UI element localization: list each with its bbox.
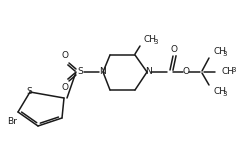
Text: 3: 3 xyxy=(231,67,235,73)
Text: O: O xyxy=(182,67,190,76)
Text: N: N xyxy=(98,67,105,76)
Text: CH: CH xyxy=(222,67,235,76)
Text: CH: CH xyxy=(213,47,226,57)
Text: 3: 3 xyxy=(222,51,226,57)
Text: S: S xyxy=(26,88,32,96)
Text: O: O xyxy=(170,45,177,54)
Text: N: N xyxy=(144,67,152,76)
Text: CH: CH xyxy=(144,36,157,44)
Text: Br: Br xyxy=(7,118,17,126)
Text: 3: 3 xyxy=(153,39,158,45)
Text: O: O xyxy=(62,83,68,92)
Text: 3: 3 xyxy=(222,91,226,97)
Text: S: S xyxy=(77,67,83,76)
Text: CH: CH xyxy=(213,88,226,96)
Text: O: O xyxy=(62,52,68,60)
